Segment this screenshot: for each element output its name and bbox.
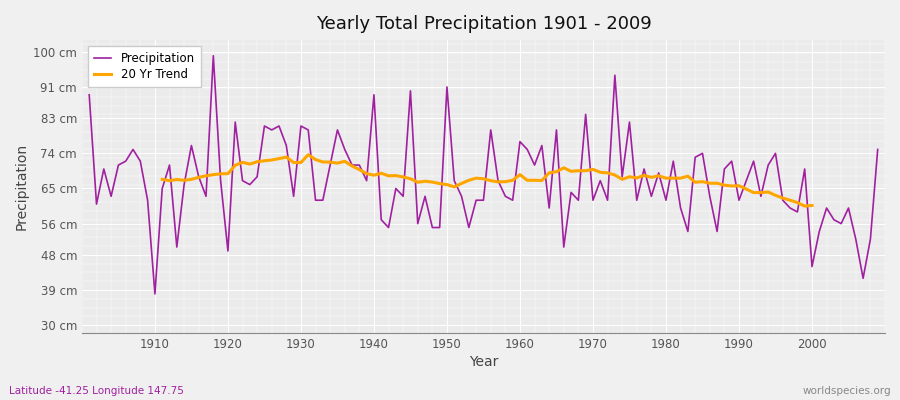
20 Yr Trend (616, 177, 627, 182)
20 Yr Trend (302, 152, 313, 157)
Precipitation (616, 174, 627, 179)
20 Yr Trend (799, 204, 810, 208)
Title: Yearly Total Precipitation 1901 - 2009: Yearly Total Precipitation 1901 - 2009 (316, 15, 652, 33)
Precipitation (872, 147, 883, 152)
20 Yr Trend (705, 181, 716, 186)
20 Yr Trend (785, 198, 796, 203)
Text: Latitude -41.25 Longitude 147.75: Latitude -41.25 Longitude 147.75 (9, 386, 184, 396)
Text: worldspecies.org: worldspecies.org (803, 386, 891, 396)
20 Yr Trend (361, 171, 372, 176)
Precipitation (522, 147, 533, 152)
Precipitation (149, 292, 160, 296)
20 Yr Trend (806, 203, 817, 208)
Precipitation (208, 53, 219, 58)
Precipitation (318, 198, 328, 203)
Precipitation (142, 198, 153, 203)
Y-axis label: Precipitation: Precipitation (15, 143, 29, 230)
X-axis label: Year: Year (469, 355, 498, 369)
Legend: Precipitation, 20 Yr Trend: Precipitation, 20 Yr Trend (88, 46, 201, 87)
20 Yr Trend (157, 177, 167, 182)
20 Yr Trend (719, 183, 730, 188)
Precipitation (84, 92, 94, 97)
Line: 20 Yr Trend: 20 Yr Trend (162, 155, 812, 206)
20 Yr Trend (245, 162, 256, 166)
Precipitation (529, 163, 540, 168)
Line: Precipitation: Precipitation (89, 56, 878, 294)
Precipitation (361, 178, 372, 183)
